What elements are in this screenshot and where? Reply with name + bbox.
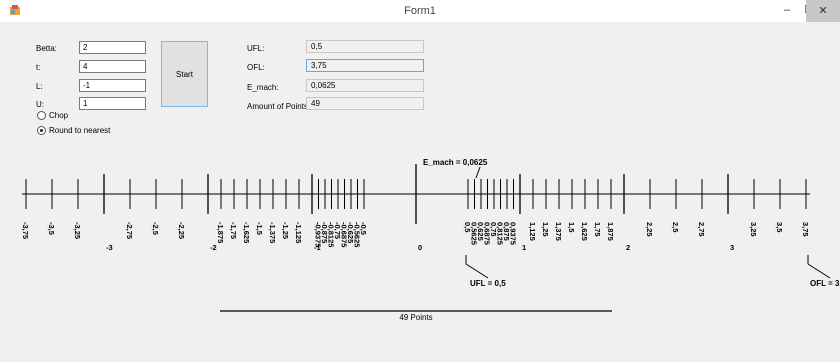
tick-label: 0 [418,243,422,252]
tick-label: -0,625 [346,222,355,243]
tick-label: -3,5 [47,222,56,235]
tick-label: -1,625 [242,222,251,243]
tick-label: -0,875 [320,222,329,243]
ufl-annotation: UFL = 0,5 [470,279,506,288]
close-button[interactable]: ✕ [806,0,840,22]
amount-of-points-label: Amount of Points: [247,102,311,111]
window-title: Form1 [404,5,436,17]
points-label: 49 Points [399,313,432,322]
tick-label: -3,25 [73,222,82,239]
tick-label: -0,75 [333,222,342,239]
ufl-pointer-d [465,263,489,279]
close-icon: ✕ [818,5,828,17]
t-label: t: [36,63,41,72]
tick-label: -1,375 [268,222,277,243]
amount-of-points-output: 49 [306,97,424,110]
e-mach-output: 0,0625 [306,79,424,92]
tick-label: 0,5 [463,222,472,232]
tick-label: -1,875 [216,222,225,243]
ofl-annotation: OFL = 3,75 [810,279,840,288]
tick-label: -3,75 [21,222,30,239]
tick-label: -0,8125 [327,222,336,247]
tick-label: 0,75 [489,222,498,237]
ufl-output: 0,5 [306,40,424,53]
tick-label: 1,375 [554,222,563,241]
tick-label: 1,25 [541,222,550,237]
round-to-nearest-radio[interactable] [37,126,46,135]
tick-label: -1 [314,243,321,252]
tick-label: -0,9375 [314,222,323,247]
tick-label: 2 [626,243,630,252]
l-label: L: [36,82,43,91]
tick-label: -1,25 [281,222,290,239]
tick-label: -1,75 [229,222,238,239]
u-label: U: [36,100,44,109]
tick-label: -1,5 [255,222,264,235]
tick-label: -2 [210,243,217,252]
tick-label: 2,75 [697,222,706,237]
tick-label: 1,5 [567,222,576,232]
app-icon [10,5,20,15]
tick-label: -0,5625 [353,222,362,247]
chop-label: Chop [49,111,69,120]
t-input[interactable]: 4 [79,60,146,73]
tick-label: -0,5 [359,222,368,235]
minimize-button[interactable]: – [783,4,791,16]
tick-label: 1,75 [593,222,602,237]
tick-label: 1,125 [528,222,537,241]
title-bar: Form1 – ☐ ✕ [0,0,840,22]
tick-label: 3 [730,243,734,252]
ofl-pointer-d [807,263,831,279]
round-to-nearest-label: Round to nearest [49,126,111,135]
betta-label: Betta: [36,44,57,53]
tick-label: 0,5625 [470,222,479,245]
e-mach-label: E_mach: [247,83,279,92]
ufl-label: UFL: [247,44,265,53]
l-input[interactable]: -1 [79,79,146,92]
betta-input[interactable]: 2 [79,41,146,54]
u-input[interactable]: 1 [79,97,146,110]
chop-radio[interactable] [37,111,46,120]
tick-label: 0,6875 [483,222,492,245]
start-button[interactable]: Start [161,41,208,107]
e-mach-pointer [475,166,481,179]
tick-label: 2,25 [645,222,654,237]
e-mach-annotation: E_mach = 0,0625 [423,158,488,167]
tick-label: -2,25 [177,222,186,239]
tick-label: -0,6875 [340,222,349,247]
tick-label: 0,875 [502,222,511,241]
tick-label: 3,75 [801,222,810,237]
tick-label: -3 [106,243,113,252]
ofl-label: OFL: [247,63,265,72]
ofl-output: 3,75 [306,59,424,72]
tick-label: 2,5 [671,222,680,232]
tick-label: 0,9375 [509,222,518,245]
tick-label: -1,125 [294,222,303,243]
tick-label: 1,625 [580,222,589,241]
tick-label: 0,8125 [496,222,505,245]
tick-label: 1,875 [606,222,615,241]
tick-label: 1 [522,243,526,252]
tick-label: -2,5 [151,222,160,235]
tick-label: -2,75 [125,222,134,239]
tick-label: 3,5 [775,222,784,232]
tick-label: 3,25 [749,222,758,237]
tick-label: 0,625 [476,222,485,241]
